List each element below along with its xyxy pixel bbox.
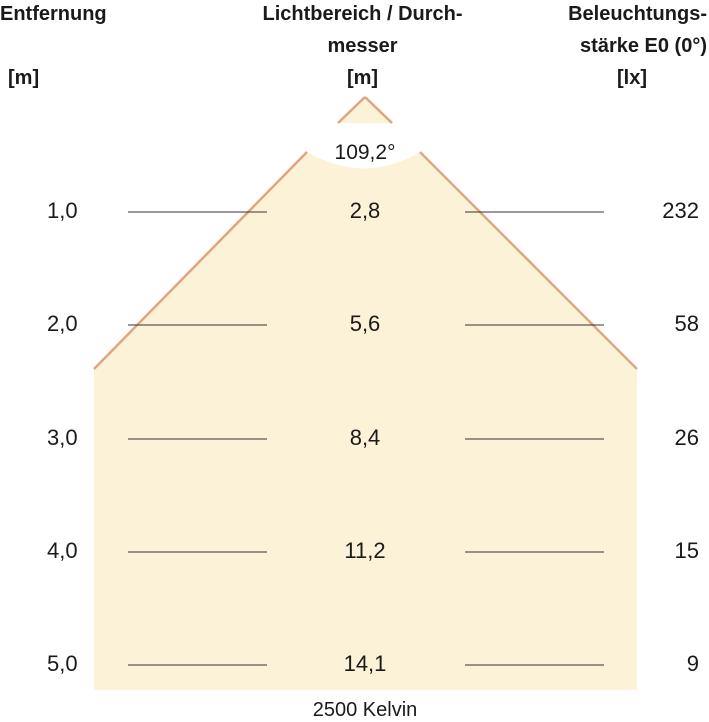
diameter-value: 2,8 — [349, 198, 381, 223]
illuminance-value: 26 — [674, 425, 699, 450]
light-cone-fill — [94, 152, 637, 690]
distance-value: 1,0 — [47, 198, 78, 223]
diameter-header: Lichtbereich / Durch- messer [m] — [230, 0, 495, 92]
diameter-header-line: Lichtbereich / Durch- — [262, 3, 463, 25]
apex-edge-right — [364, 96, 393, 124]
illuminance-header-line: Beleuchtungs- — [568, 3, 707, 25]
diameter-value: 5,6 — [349, 311, 381, 336]
distance-header: Entfernung [m] — [0, 0, 120, 92]
light-area — [94, 97, 637, 690]
diameter-unit: [m] — [346, 67, 379, 89]
diameter-value: 8,4 — [349, 425, 381, 450]
illuminance-unit: [lx] — [617, 67, 647, 89]
cone-edge-left — [93, 151, 308, 370]
beam-angle-label: 109,2° — [334, 141, 396, 164]
distance-header-line: Entfernung — [0, 3, 107, 25]
diameter-value: 11,2 — [344, 538, 386, 563]
row-lines — [128, 211, 604, 666]
distance-value: 4,0 — [47, 538, 78, 563]
distance-unit: [m] — [8, 67, 40, 89]
distance-value: 5,0 — [47, 651, 78, 676]
apex-edge-left — [337, 96, 366, 124]
distance-value: 3,0 — [47, 425, 78, 450]
diameter-header-line: messer — [327, 35, 398, 57]
color-temperature-label: 2500 Kelvin — [312, 699, 418, 721]
illuminance-value: 9 — [686, 651, 699, 676]
illuminance-header: Beleuchtungs- stärke E0 (0°) [lx] — [520, 0, 707, 92]
apex-fill — [338, 97, 391, 123]
distance-value: 2,0 — [47, 311, 78, 336]
diameter-value: 14,1 — [343, 651, 387, 676]
illuminance-header-line: stärke E0 (0°) — [580, 35, 707, 57]
illuminance-value: 58 — [674, 311, 699, 336]
cone-edge-right — [419, 151, 638, 370]
illuminance-value: 15 — [674, 538, 699, 563]
illuminance-value: 232 — [662, 198, 699, 223]
cone-edges — [93, 96, 638, 370]
